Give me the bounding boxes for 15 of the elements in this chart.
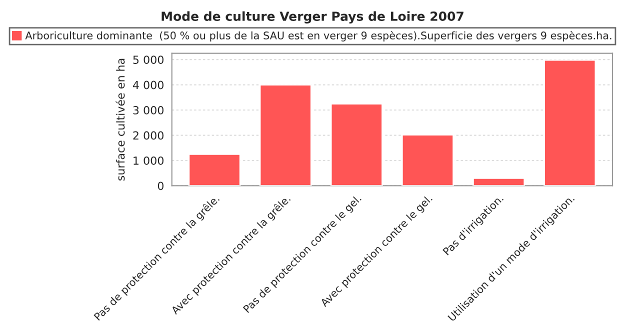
y-axis-title: surface cultivée en ha <box>116 58 125 181</box>
bar <box>472 177 526 186</box>
y-tick-label: 0 <box>158 182 164 190</box>
legend-label: Arboriculture dominante (50 % ou plus de la SAU est en verger 9 espèces).Superficie des vergers 9 espèces.ha. <box>25 30 612 42</box>
bar <box>259 84 312 186</box>
bar <box>188 154 241 186</box>
bar <box>544 59 596 186</box>
bar <box>401 134 454 186</box>
y-tick-label: 1 000 <box>134 156 164 165</box>
y-tick-label: 4 000 <box>132 80 164 90</box>
y-tick-label: 3 000 <box>133 106 164 114</box>
y-tick-label: 2 000 <box>133 131 164 140</box>
chart-title: Mode de culture Verger Pays de Loire 2007 <box>162 11 464 24</box>
bar <box>330 103 383 186</box>
y-tick-label: 5 000 <box>133 56 164 64</box>
